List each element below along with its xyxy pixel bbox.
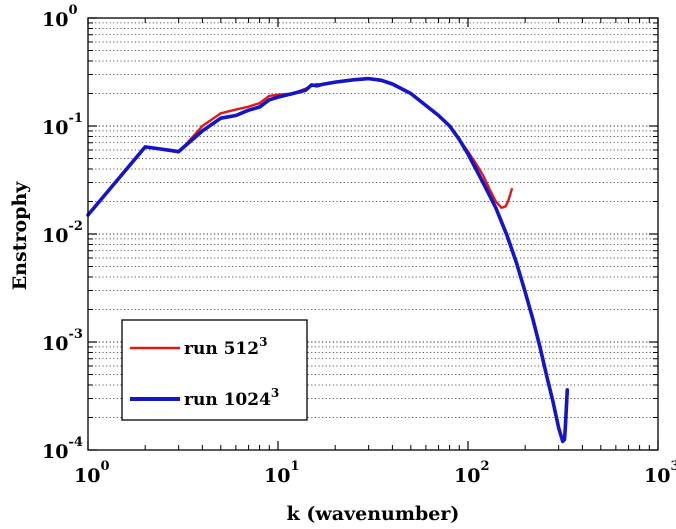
x-tick-label: 102	[454, 459, 490, 487]
legend-label-run-512-exponent: 3	[259, 335, 267, 349]
legend-label-run-1024-exponent: 3	[271, 386, 279, 400]
y-axis-label: Enstrophy	[9, 181, 31, 291]
y-tick-label: 10-1	[42, 111, 83, 139]
x-tick-label: 100	[74, 459, 110, 487]
legend-label-run-512-name: run 512	[184, 339, 259, 359]
x-tick-label: 101	[264, 459, 300, 487]
legend-label-run-1024-name: run 1024	[184, 390, 271, 410]
y-tick-label: 100	[42, 3, 78, 31]
y-tick-label: 10-4	[42, 435, 83, 463]
legend-label-run-1024: run 10243	[184, 386, 279, 410]
y-tick-label: 10-2	[42, 219, 83, 247]
x-tick-label: 103	[644, 459, 676, 487]
y-tick-label: 10-3	[42, 327, 83, 355]
x-axis-label: k (wavenumber)	[287, 503, 460, 525]
legend: run 5123 run 10243	[122, 320, 307, 420]
legend-label-run-512: run 5123	[184, 335, 267, 359]
